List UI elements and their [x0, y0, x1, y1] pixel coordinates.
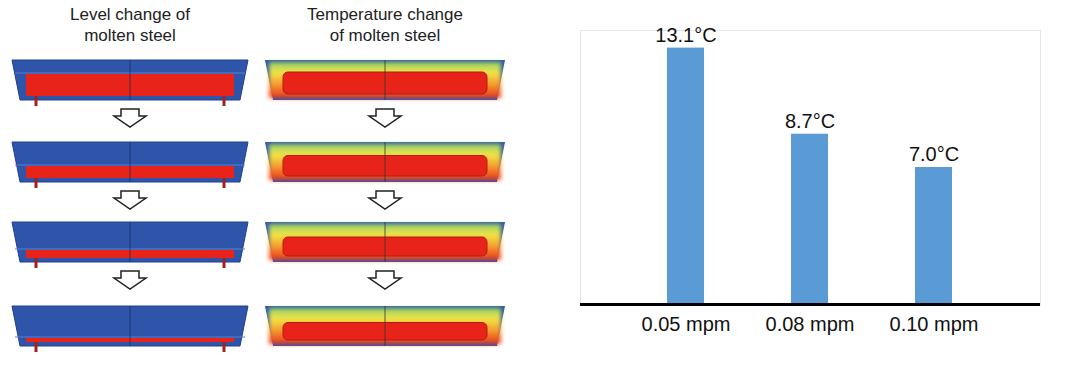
svg-text:0.10 mpm: 0.10 mpm	[890, 313, 979, 335]
svg-text:0.05 mpm: 0.05 mpm	[642, 313, 731, 335]
svg-text:13.1°C: 13.1°C	[655, 24, 716, 46]
svg-text:8.7°C: 8.7°C	[785, 110, 835, 132]
svg-text:Temperature changeof molten st: Temperature changeof molten steel	[307, 5, 463, 45]
svg-text:0.08 mpm: 0.08 mpm	[766, 313, 855, 335]
svg-text:7.0°C: 7.0°C	[909, 143, 959, 165]
svg-text:Level change ofmolten steel: Level change ofmolten steel	[70, 5, 190, 45]
